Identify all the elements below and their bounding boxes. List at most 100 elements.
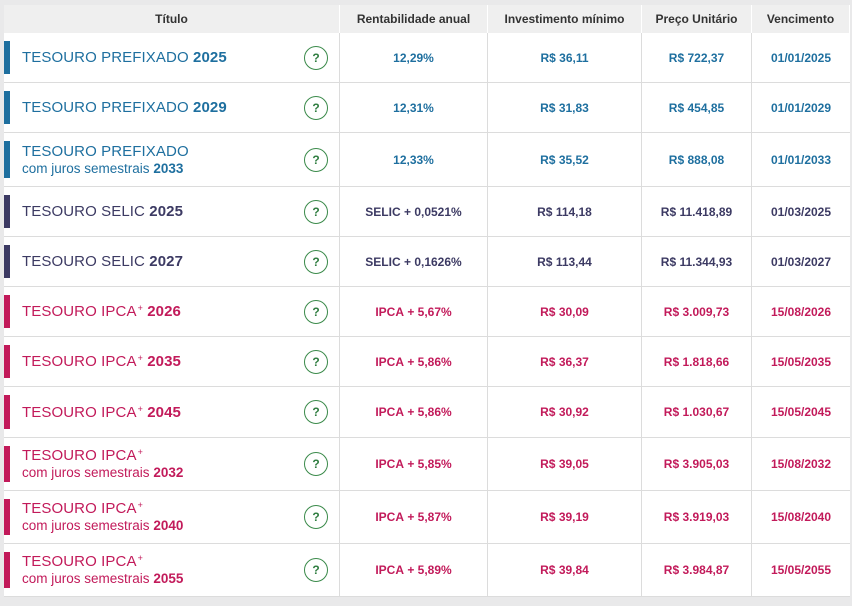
header-investimento-minimo[interactable]: Investimento mínimo	[488, 5, 642, 33]
rate-value: 12,29%	[393, 50, 434, 65]
table-cell-rentabilidade: 12,31%	[340, 83, 488, 133]
bond-family-color-bar	[4, 195, 10, 228]
bond-name[interactable]: TESOURO SELIC 2025	[22, 203, 183, 220]
table-row-title[interactable]: TESOURO SELIC 2027?	[4, 237, 340, 287]
treasury-bonds-table: Título Rentabilidade anual Investimento …	[4, 5, 850, 597]
rate-value: + 5,89%	[403, 563, 452, 577]
header-preco-unitario[interactable]: Preço Unitário	[642, 5, 752, 33]
table-cell-rentabilidade: 12,29%	[340, 33, 488, 83]
bond-name-main: TESOURO PREFIXADO	[22, 142, 189, 160]
rate-index-label: IPCA	[375, 457, 404, 471]
table-cell-preco-unitario: R$ 3.009,73	[642, 287, 752, 337]
table-cell-investimento-minimo: R$ 39,19	[488, 491, 642, 544]
table-cell-vencimento: 15/05/2035	[752, 337, 850, 387]
bond-family-color-bar	[4, 446, 10, 482]
bond-name[interactable]: TESOURO IPCA+ com juros semestrais 2055	[22, 553, 183, 587]
header-titulo[interactable]: Título	[4, 5, 340, 33]
bond-name-subtitle: com juros semestrais	[22, 160, 150, 176]
rate-value: + 5,86%	[403, 354, 452, 369]
table-cell-investimento-minimo: R$ 36,37	[488, 337, 642, 387]
bond-name[interactable]: TESOURO PREFIXADO com juros semestrais 20…	[22, 143, 189, 177]
table-cell-investimento-minimo: R$ 36,11	[488, 33, 642, 83]
help-question-icon[interactable]: ?	[304, 199, 328, 224]
bond-family-color-bar	[4, 141, 10, 178]
table-cell-preco-unitario: R$ 1.818,66	[642, 337, 752, 387]
bond-name[interactable]: TESOURO IPCA+ com juros semestrais 2040	[22, 500, 183, 534]
help-question-icon[interactable]: ?	[304, 95, 328, 120]
bond-name-main: TESOURO IPCA	[22, 500, 137, 517]
table-row-title[interactable]: TESOURO IPCA+ 2026?	[4, 287, 340, 337]
help-question-icon[interactable]: ?	[304, 299, 328, 324]
bond-family-color-bar	[4, 499, 10, 535]
table-row-title[interactable]: TESOURO PREFIXADO 2025?	[4, 33, 340, 83]
help-question-icon[interactable]: ?	[304, 45, 328, 70]
table-cell-vencimento: 15/05/2055	[752, 544, 850, 597]
bond-name-main: TESOURO SELIC	[22, 203, 145, 220]
bond-year: 2040	[153, 518, 184, 533]
table-row-title[interactable]: TESOURO PREFIXADO com juros semestrais 20…	[4, 133, 340, 187]
bond-name[interactable]: TESOURO IPCA+ 2026	[22, 303, 181, 320]
rate-index-label: IPCA	[375, 304, 404, 319]
table-cell-investimento-minimo: R$ 30,92	[488, 387, 642, 438]
help-question-icon[interactable]: ?	[304, 452, 328, 476]
bond-year: 2025	[193, 49, 227, 66]
bond-year: 2045	[147, 403, 181, 421]
rate-value: 12,31%	[393, 100, 434, 115]
table-cell-rentabilidade: IPCA + 5,85%	[340, 438, 488, 491]
bond-name-subtitle: com juros semestrais	[22, 518, 150, 533]
bond-name-main: TESOURO IPCA	[22, 353, 137, 370]
help-question-icon[interactable]: ?	[304, 249, 328, 274]
table-cell-vencimento: 01/01/2033	[752, 133, 850, 187]
table-row-title[interactable]: TESOURO IPCA+ 2045?	[4, 387, 340, 438]
table-cell-investimento-minimo: R$ 39,84	[488, 544, 642, 597]
rate-value: + 0,0521%	[400, 204, 462, 219]
bond-year: 2033	[153, 160, 184, 176]
table-row-title[interactable]: TESOURO PREFIXADO 2029?	[4, 83, 340, 133]
help-question-icon[interactable]: ?	[304, 505, 328, 529]
bond-family-color-bar	[4, 295, 10, 328]
table-row-title[interactable]: TESOURO IPCA+ 2035?	[4, 337, 340, 387]
table-row-title[interactable]: TESOURO IPCA+ com juros semestrais 2055?	[4, 544, 340, 597]
rate-index-label: SELIC	[365, 204, 401, 219]
help-question-icon[interactable]: ?	[304, 349, 328, 374]
bond-year: 2035	[147, 353, 181, 370]
table-cell-preco-unitario: R$ 11.344,93	[642, 237, 752, 287]
header-rentabilidade[interactable]: Rentabilidade anual	[340, 5, 488, 33]
rate-value: + 5,85%	[403, 457, 452, 471]
bond-family-color-bar	[4, 41, 10, 74]
table-cell-investimento-minimo: R$ 35,52	[488, 133, 642, 187]
help-question-icon[interactable]: ?	[304, 147, 328, 172]
bond-name-subtitle: com juros semestrais	[22, 571, 150, 586]
bond-name-main: TESOURO IPCA	[22, 553, 137, 570]
bond-name[interactable]: TESOURO PREFIXADO 2025	[22, 49, 227, 66]
bond-name-main: TESOURO IPCA	[22, 403, 137, 421]
bond-name-superscript: +	[137, 553, 143, 563]
bond-name[interactable]: TESOURO IPCA+ 2035	[22, 353, 181, 370]
bond-name[interactable]: TESOURO IPCA+ com juros semestrais 2032	[22, 447, 183, 481]
table-row-title[interactable]: TESOURO SELIC 2025?	[4, 187, 340, 237]
bond-name[interactable]: TESOURO IPCA+ 2045	[22, 404, 181, 421]
bond-family-color-bar	[4, 91, 10, 124]
bond-name[interactable]: TESOURO SELIC 2027	[22, 253, 183, 270]
table-row-title[interactable]: TESOURO IPCA+ com juros semestrais 2032?	[4, 438, 340, 491]
header-vencimento[interactable]: Vencimento	[752, 5, 850, 33]
rate-value: + 5,86%	[403, 405, 452, 419]
table-cell-rentabilidade: SELIC + 0,0521%	[340, 187, 488, 237]
rate-index-label: IPCA	[375, 563, 404, 577]
bond-name-superscript: +	[137, 500, 143, 510]
help-question-icon[interactable]: ?	[304, 558, 328, 582]
table-row-title[interactable]: TESOURO IPCA+ com juros semestrais 2040?	[4, 491, 340, 544]
bond-name-superscript: +	[137, 353, 143, 363]
bond-year: 2055	[153, 571, 184, 586]
bond-name[interactable]: TESOURO PREFIXADO 2029	[22, 99, 227, 116]
help-question-icon[interactable]: ?	[304, 400, 328, 424]
table-cell-preco-unitario: R$ 3.919,03	[642, 491, 752, 544]
bond-name-main: TESOURO SELIC	[22, 253, 145, 270]
table-cell-preco-unitario: R$ 888,08	[642, 133, 752, 187]
rate-index-label: IPCA	[375, 510, 404, 524]
table-cell-vencimento: 01/03/2025	[752, 187, 850, 237]
bond-name-main: TESOURO PREFIXADO	[22, 99, 189, 116]
bond-year: 2027	[149, 253, 184, 270]
table-cell-rentabilidade: 12,33%	[340, 133, 488, 187]
table-cell-rentabilidade: IPCA + 5,87%	[340, 491, 488, 544]
